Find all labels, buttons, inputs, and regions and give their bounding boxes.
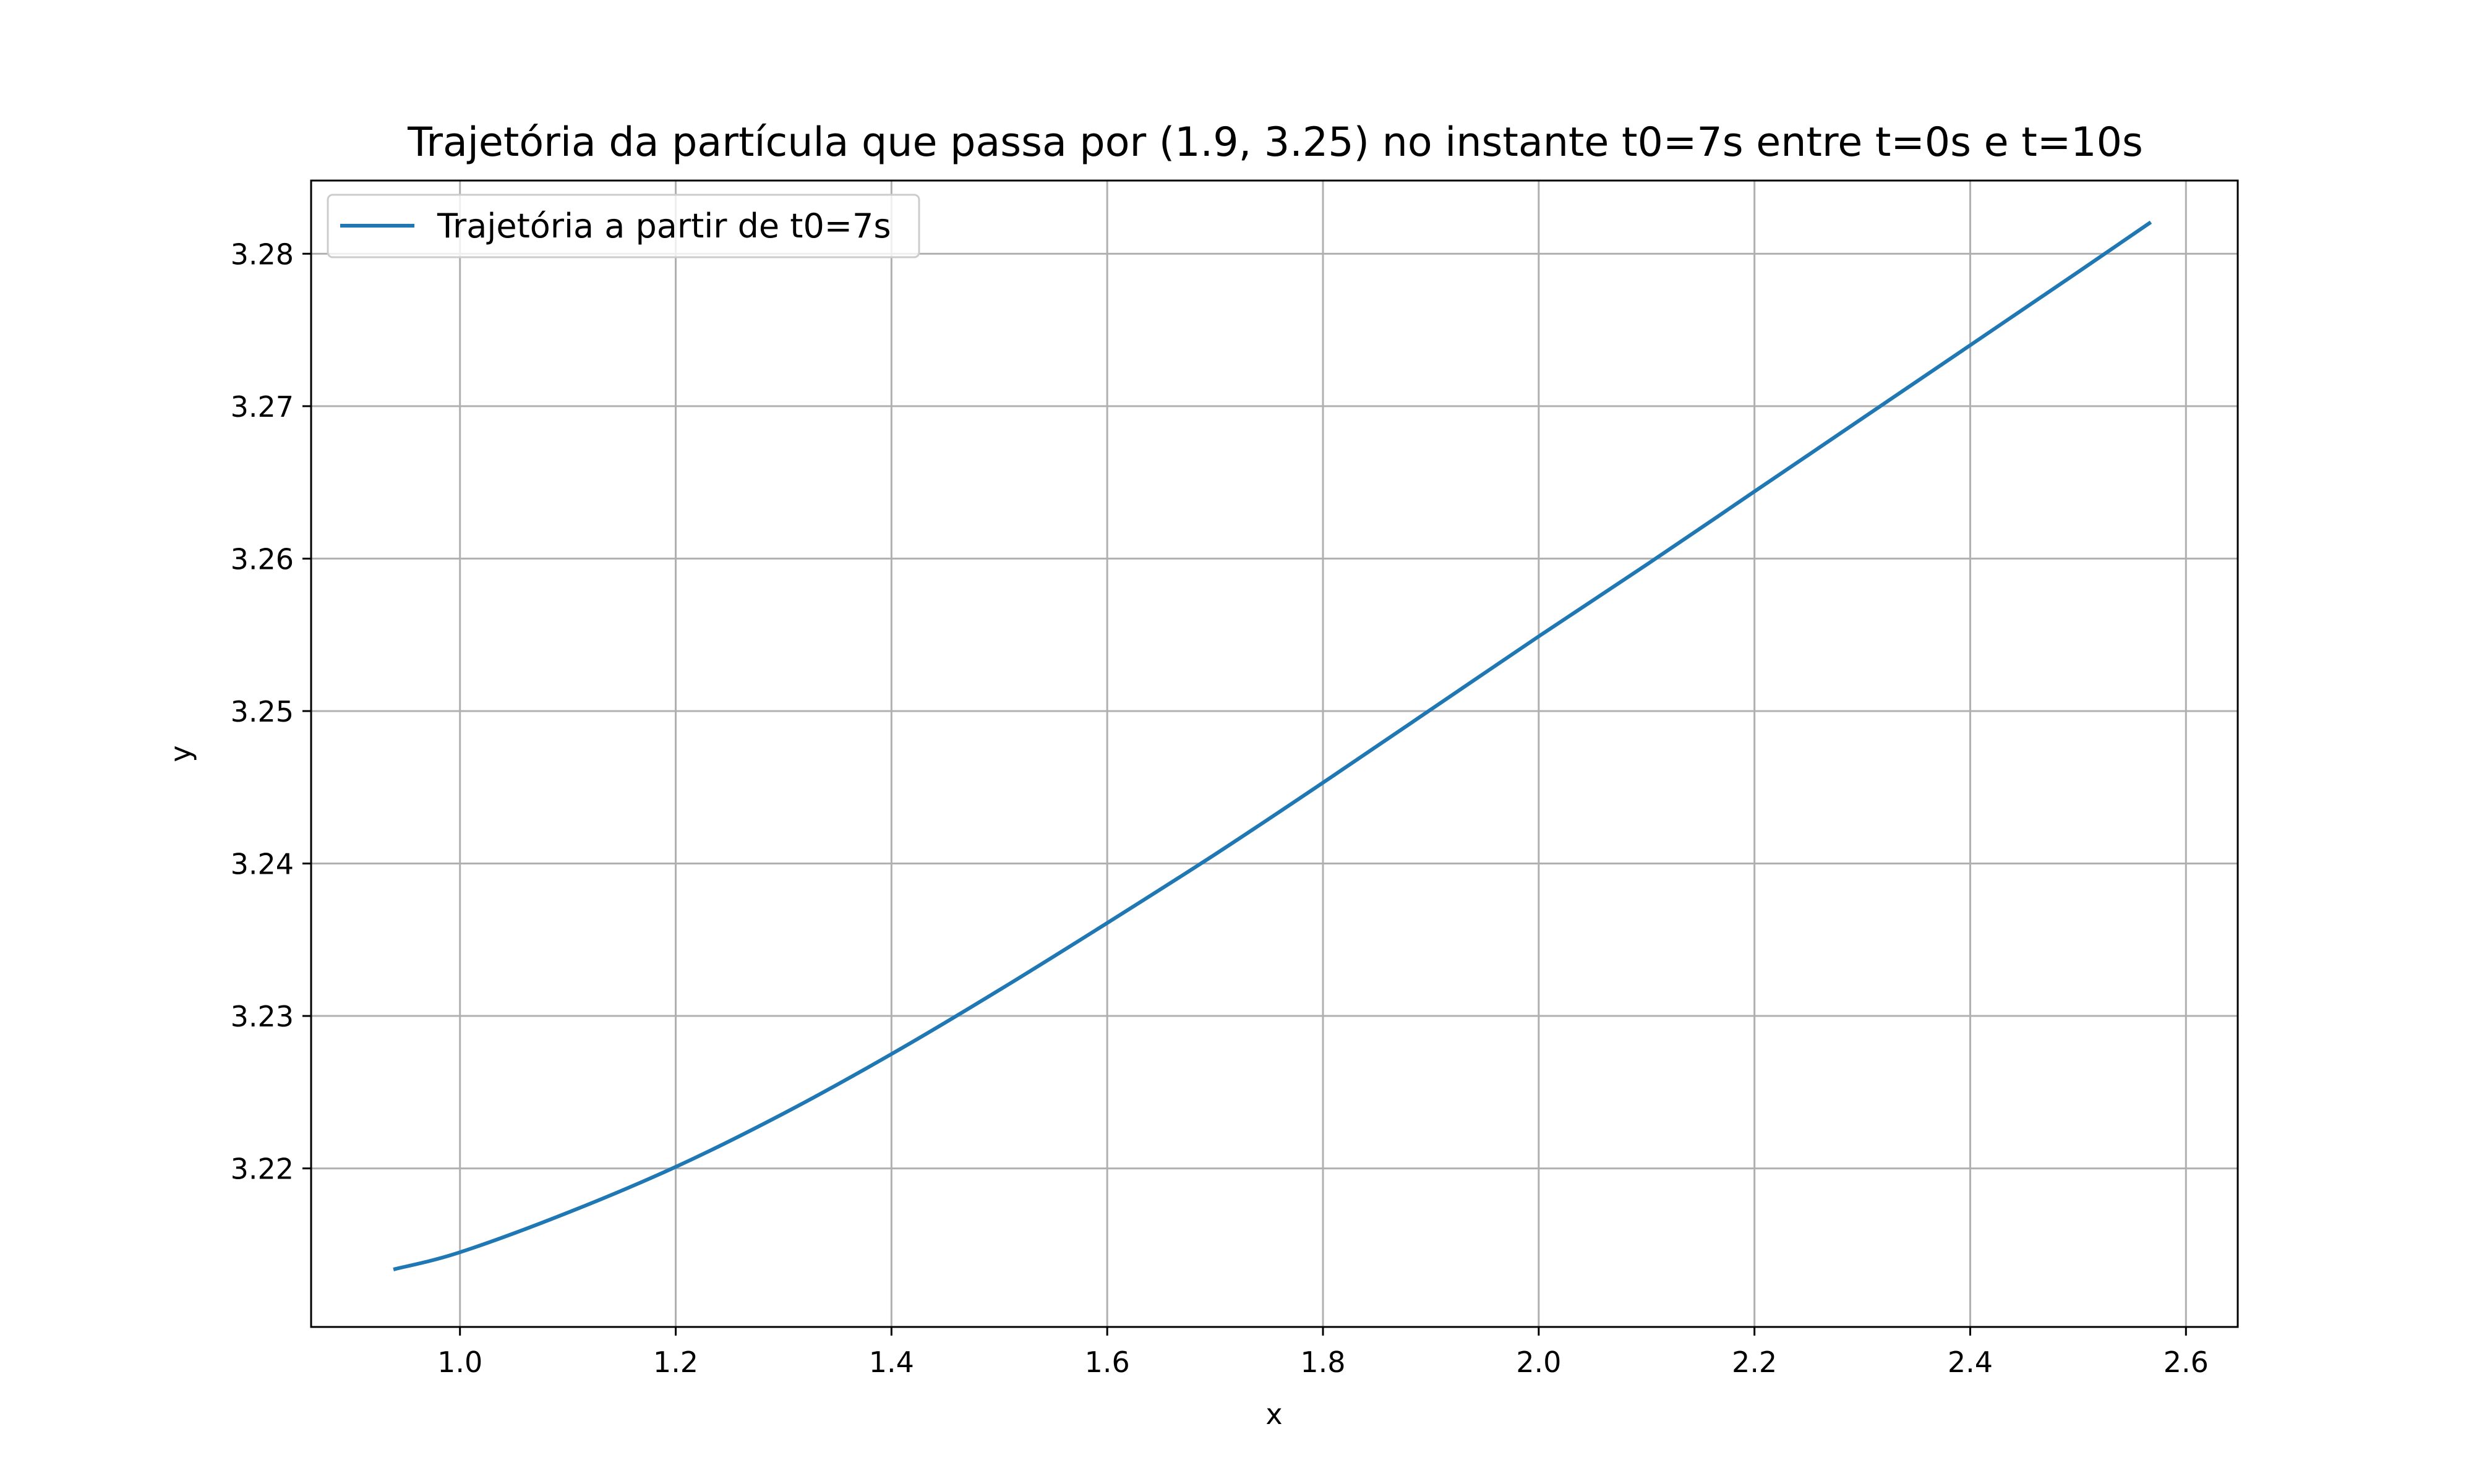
x-tick-label: 1.0 xyxy=(437,1345,482,1379)
legend: Trajetória a partir de t0=7s xyxy=(327,194,920,258)
x-tick-label: 2.6 xyxy=(2164,1345,2209,1379)
x-tick-label: 2.4 xyxy=(1948,1345,1993,1379)
x-tick-label: 2.2 xyxy=(1732,1345,1777,1379)
series-layer xyxy=(393,220,2152,1271)
x-tick-label: 1.8 xyxy=(1300,1345,1345,1379)
legend-box xyxy=(327,194,920,258)
plot-area-frame xyxy=(310,179,2239,1328)
y-tick-label: 3.22 xyxy=(231,1153,294,1186)
x-tick-label: 1.4 xyxy=(869,1345,914,1379)
x-axis-label: x xyxy=(1265,1397,1282,1431)
y-axis-label: y xyxy=(164,745,197,762)
grid-lines xyxy=(311,181,2238,1327)
chart-title: Trajetória da partícula que passa por (1… xyxy=(407,119,2143,166)
y-tick-label: 3.23 xyxy=(231,1000,294,1033)
y-tick-label: 3.24 xyxy=(231,848,294,881)
x-tick-label: 1.6 xyxy=(1085,1345,1130,1379)
y-tick-label: 3.25 xyxy=(231,695,294,728)
x-tick-label: 2.0 xyxy=(1516,1345,1561,1379)
series-line xyxy=(393,220,2152,1271)
y-tick-label: 3.28 xyxy=(231,237,294,271)
y-tick-label: 3.26 xyxy=(231,542,294,576)
x-tick-label: 1.2 xyxy=(653,1345,698,1379)
y-tick-label: 3.27 xyxy=(231,390,294,424)
legend-label: Trajetória a partir de t0=7s xyxy=(437,207,891,245)
axis-ticks: 1.0 1.2 1.4 1.6 1.8 2.0 2.2 2.4 2.6 3.22 3.23 3.24 3… xyxy=(231,237,2209,1379)
